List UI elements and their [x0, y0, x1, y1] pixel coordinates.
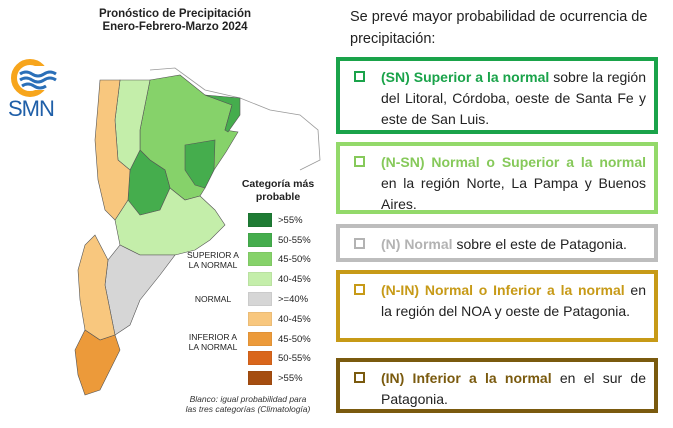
category-box-n-sn: (N-SN) Normal o Superior a la normal en …: [336, 142, 658, 214]
region-patagonia-south: [74, 329, 121, 396]
map-title: Pronóstico de Precipitación Enero-Febrer…: [60, 8, 290, 34]
legend-group-superior-line1: SUPERIOR A: [187, 250, 239, 260]
category-highlight: (N) Normal: [381, 236, 453, 252]
smn-logo-text: SMN: [8, 96, 55, 121]
region-entre-rios: [184, 139, 216, 189]
legend-item: >=40%: [248, 292, 308, 306]
intro-text: Se prevé mayor probabilidad de ocurrenci…: [350, 9, 648, 47]
legend-label: >=40%: [278, 293, 309, 305]
category-rest: sobre la región del Litoral, Córdoba, oe…: [381, 69, 646, 127]
legend-swatch: [248, 351, 272, 365]
checkbox-icon: [354, 372, 365, 383]
category-highlight: (SN) Superior a la normal: [381, 69, 550, 85]
legend-item: >55%: [248, 213, 303, 227]
legend-group-superior-line2: LA NORMAL: [188, 260, 238, 270]
legend-swatch: [248, 272, 272, 286]
map-title-line2: Enero-Febrero-Marzo 2024: [102, 21, 248, 33]
category-rest: en el sur de Patagonia.: [381, 370, 646, 407]
legend-item: 40-45%: [248, 272, 311, 286]
category-highlight: (IN) Inferior a la normal: [381, 370, 552, 386]
legend-swatch: [248, 371, 272, 385]
legend-label: 50-55%: [278, 234, 311, 246]
region-misiones: [204, 94, 241, 133]
checkbox-icon: [354, 238, 365, 249]
category-highlight: (N-IN) Normal o Inferior a la normal: [381, 282, 625, 298]
category-box-sn: (SN) Superior a la normal sobre la regió…: [336, 57, 658, 134]
legend-item: >55%: [248, 371, 303, 385]
category-box-n: (N) Normal sobre el este de Patagonia.: [336, 224, 658, 262]
region-noa: [94, 79, 131, 221]
legend-title: Categoría más probable: [228, 178, 328, 204]
legend-group-inferior: INFERIOR A LA NORMAL: [180, 332, 246, 352]
legend-swatch: [248, 312, 272, 326]
category-text: (N-SN) Normal o Superior a la normal en …: [381, 152, 646, 212]
legend-group-normal: NORMAL: [194, 294, 232, 304]
map-footnote: Blanco: igual probabilidad para las tres…: [178, 394, 318, 414]
legend-item: 45-50%: [248, 252, 311, 266]
checkbox-icon: [354, 71, 365, 82]
legend-swatch: [248, 292, 272, 306]
category-box-in: (IN) Inferior a la normal en el sur de P…: [336, 358, 658, 413]
category-text: (IN) Inferior a la normal en el sur de P…: [381, 368, 646, 407]
legend-swatch: [248, 252, 272, 266]
category-text: (SN) Superior a la normal sobre la regió…: [381, 67, 646, 127]
map-footnote-line2: las tres categorías (Climatología): [185, 404, 311, 414]
category-text: (N) Normal sobre el este de Patagonia.: [381, 234, 646, 252]
category-rest: en la región del NOA y oeste de Patagoni…: [381, 282, 646, 319]
region-patagonia-east: [104, 244, 176, 336]
legend-item: 50-55%: [248, 233, 311, 247]
legend-swatch: [248, 233, 272, 247]
legend-group-inferior-line2: LA NORMAL: [188, 342, 238, 352]
checkbox-icon: [354, 284, 365, 295]
category-text: (N-IN) Normal o Inferior a la normal en …: [381, 280, 646, 332]
legend-label: >55%: [278, 214, 303, 226]
legend-swatch: [248, 332, 272, 346]
category-highlight: (N-SN) Normal o Superior a la normal: [381, 154, 646, 170]
legend-title-line1: Categoría más: [241, 178, 315, 190]
map-footnote-line1: Blanco: igual probabilidad para: [189, 394, 307, 404]
legend-label: >55%: [278, 372, 303, 384]
legend-item: 40-45%: [248, 312, 311, 326]
smn-logo: [10, 58, 60, 122]
smn-logo-icon: [11, 59, 57, 97]
legend-label: 40-45%: [278, 313, 311, 325]
legend-item: 45-50%: [248, 332, 311, 346]
legend-label: 40-45%: [278, 273, 311, 285]
legend-label: 45-50%: [278, 333, 311, 345]
legend-item: 50-55%: [248, 351, 311, 365]
category-rest: sobre el este de Patagonia.: [452, 236, 627, 252]
category-box-n-in: (N-IN) Normal o Inferior a la normal en …: [336, 270, 658, 342]
category-rest: en la región Norte, La Pampa y Buenos Ai…: [381, 175, 646, 212]
legend-group-superior: SUPERIOR A LA NORMAL: [180, 250, 246, 270]
legend-label: 50-55%: [278, 352, 311, 364]
argentina-precipitation-map: [74, 67, 321, 396]
legend-group-inferior-line1: INFERIOR A: [188, 332, 238, 342]
legend-title-line2: probable: [255, 191, 301, 203]
legend-label: 45-50%: [278, 253, 311, 265]
checkbox-icon: [354, 156, 365, 167]
legend-swatch: [248, 213, 272, 227]
map-title-line1: Pronóstico de Precipitación: [98, 8, 252, 20]
